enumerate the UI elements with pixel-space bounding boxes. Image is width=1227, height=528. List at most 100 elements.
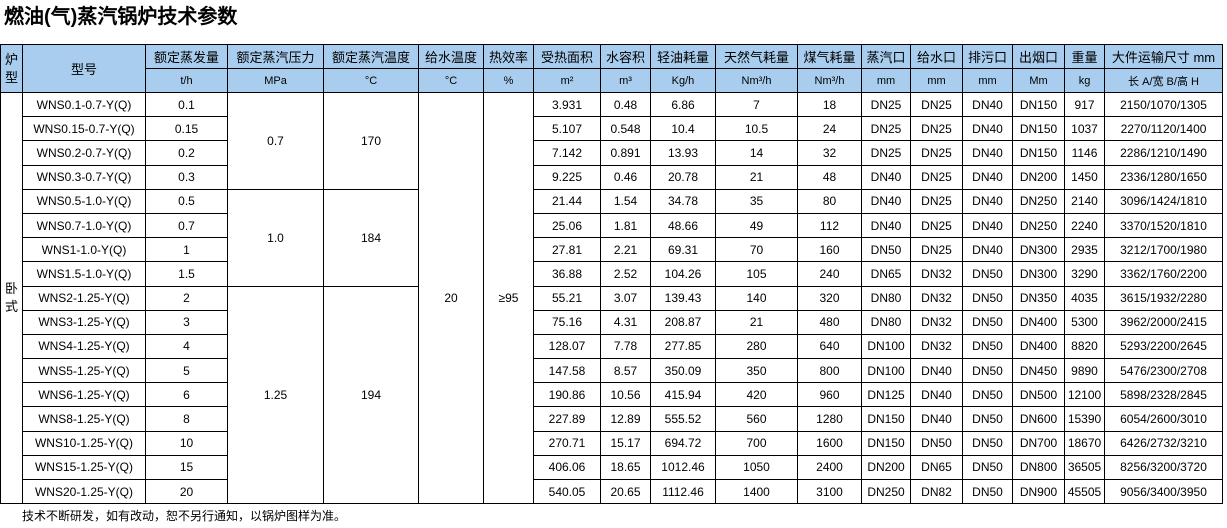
steam-port: DN200 [861, 454, 911, 481]
model: WNS0.1-0.7-Y(Q) [22, 91, 146, 118]
column-header: 给水温度 [418, 44, 484, 69]
gas: 21 [715, 164, 798, 190]
size: 3370/1520/1810 [1104, 212, 1223, 239]
table-body: 卧式 WNS0.1-0.7-Y(Q) 0.1 0.7 170 20 ≥95 3.931 0.48… [0, 91, 1223, 505]
model: WNS8-1.25-Y(Q) [22, 406, 146, 432]
weight: 8820 [1064, 333, 1105, 360]
oil: 277.85 [650, 333, 716, 360]
drain-port: DN50 [962, 261, 1013, 287]
table-row: WNS2-1.25-Y(Q) 2 1.25 194 55.21 3.07 139.43 140… [1, 285, 1223, 505]
drain-port: DN50 [962, 333, 1013, 360]
efficiency: ≥95 [483, 91, 534, 505]
table-row: WNS8-1.25-Y(Q) 8 227.89 12.89 555.52 560 1280 D… [1, 406, 1223, 432]
flue-port: DN150 [1012, 91, 1065, 118]
coal-gas: 1280 [797, 406, 862, 432]
drain-port: DN40 [962, 212, 1013, 239]
volume: 3.07 [600, 285, 651, 311]
column-unit: MPa [227, 68, 324, 93]
flue-port: DN250 [1012, 212, 1065, 239]
flue-port: DN200 [1012, 164, 1065, 190]
column-unit: Nm³/h [797, 68, 862, 93]
model: WNS0.7-1.0-Y(Q) [22, 212, 146, 239]
column-unit: m³ [600, 68, 651, 93]
area: 147.58 [533, 358, 601, 384]
model: WNS5-1.25-Y(Q) [22, 358, 146, 384]
area: 27.81 [533, 237, 601, 263]
flue-port: DN600 [1012, 406, 1065, 432]
drain-port: DN40 [962, 116, 1013, 142]
flue-port: DN400 [1012, 309, 1065, 335]
oil: 555.52 [650, 406, 716, 432]
size: 3096/1424/1810 [1104, 188, 1223, 214]
oil: 34.78 [650, 188, 716, 214]
column-unit: t/h [145, 68, 228, 93]
steam-port: DN125 [861, 382, 911, 408]
volume: 0.46 [600, 164, 651, 190]
feed-port: DN25 [910, 237, 963, 263]
coal-gas: 960 [797, 382, 862, 408]
size: 8256/3200/3720 [1104, 454, 1223, 481]
table-row: WNS20-1.25-Y(Q) 20 540.05 20.65 1112.46 1400 3… [1, 478, 1223, 505]
feed-port: DN25 [910, 188, 963, 214]
coal-gas: 32 [797, 140, 862, 166]
pressure: 1.0 [227, 188, 324, 287]
drain-port: DN40 [962, 164, 1013, 190]
area: 540.05 [533, 478, 601, 505]
coal-gas: 112 [797, 212, 862, 239]
model: WNS20-1.25-Y(Q) [22, 478, 146, 505]
steam-port: DN40 [861, 188, 911, 214]
coal-gas: 3100 [797, 478, 862, 505]
area: 75.16 [533, 309, 601, 335]
drain-port: DN50 [962, 358, 1013, 384]
size: 2270/1120/1400 [1104, 116, 1223, 142]
area: 21.44 [533, 188, 601, 214]
area: 5.107 [533, 116, 601, 142]
weight: 2935 [1064, 237, 1105, 263]
steam-port: DN25 [861, 140, 911, 166]
table-row: WNS0.3-0.7-Y(Q) 0.3 9.225 0.46 20.78 21 48 DN40… [1, 164, 1223, 190]
temperature: 194 [323, 285, 419, 505]
gas: 21 [715, 309, 798, 335]
capacity: 15 [145, 454, 228, 481]
gas: 14 [715, 140, 798, 166]
table-row: WNS10-1.25-Y(Q) 10 270.71 15.17 694.72 700 160… [1, 430, 1223, 456]
flue-port: DN700 [1012, 430, 1065, 456]
column-unit: mm [910, 68, 963, 93]
capacity: 10 [145, 430, 228, 456]
size: 3212/1700/1980 [1104, 237, 1223, 263]
size: 5293/2200/2645 [1104, 333, 1223, 360]
flue-port: DN900 [1012, 478, 1065, 505]
column-header: 额定蒸汽温度 [323, 44, 419, 69]
drain-port: DN40 [962, 237, 1013, 263]
drain-port: DN50 [962, 454, 1013, 481]
gas: 70 [715, 237, 798, 263]
capacity: 0.1 [145, 91, 228, 118]
column-unit: kg [1064, 68, 1105, 93]
coal-gas: 320 [797, 285, 862, 311]
model: WNS15-1.25-Y(Q) [22, 454, 146, 481]
oil: 48.66 [650, 212, 716, 239]
flue-port: DN800 [1012, 454, 1065, 481]
oil: 1112.46 [650, 478, 716, 505]
temperature: 184 [323, 188, 419, 287]
coal-gas: 160 [797, 237, 862, 263]
oil: 208.87 [650, 309, 716, 335]
flue-port: DN300 [1012, 237, 1065, 263]
feed-port: DN25 [910, 164, 963, 190]
column-header: 排污口 [962, 44, 1013, 69]
flue-port: DN150 [1012, 116, 1065, 142]
gas: 10.5 [715, 116, 798, 142]
table-row: WNS0.15-0.7-Y(Q) 0.15 5.107 0.548 10.4 10.5 24… [1, 116, 1223, 142]
capacity: 5 [145, 358, 228, 384]
oil: 10.4 [650, 116, 716, 142]
capacity: 20 [145, 478, 228, 505]
feed-port: DN25 [910, 91, 963, 118]
table-row: 卧式 WNS0.1-0.7-Y(Q) 0.1 0.7 170 20 ≥95 3.931 0.48… [0, 91, 1223, 505]
drain-port: DN50 [962, 406, 1013, 432]
model: WNS0.2-0.7-Y(Q) [22, 140, 146, 166]
table-row: WNS0.2-0.7-Y(Q) 0.2 7.142 0.891 13.93 14 32 DN2… [1, 140, 1223, 166]
model: WNS2-1.25-Y(Q) [22, 285, 146, 311]
footer-note: 技术不断研发，如有改动，恕不另行通知，以锅炉图样为准。 [22, 509, 347, 524]
weight: 36505 [1064, 454, 1105, 481]
gas: 700 [715, 430, 798, 456]
